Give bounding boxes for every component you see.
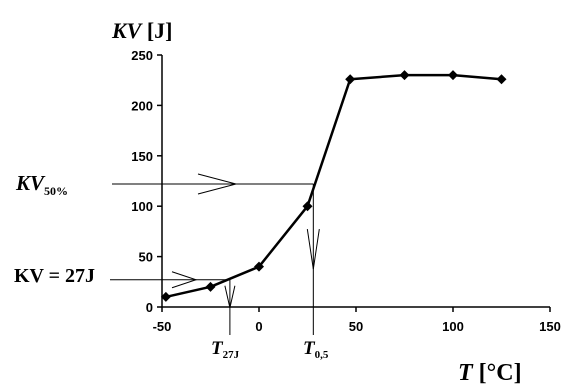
y-tick-label: 0	[146, 300, 153, 315]
y-tick-label: 250	[131, 48, 153, 63]
x-tick-label: -50	[153, 319, 172, 334]
kv27-annotation: KV = 27J	[14, 265, 230, 289]
kv50-arrow-head	[197, 173, 238, 195]
y-tick-label: 150	[131, 149, 153, 164]
t27-arrow-head	[224, 285, 236, 308]
series-line	[165, 73, 502, 299]
x-axis-title: T [°C]	[458, 360, 522, 386]
t27-label: T27J	[211, 338, 240, 361]
data-point	[254, 261, 264, 272]
x-ticks: -50 0 50 100 150	[153, 307, 561, 334]
series-markers	[160, 70, 507, 302]
y-ticks: 0 50 100 150 200 250	[131, 48, 162, 315]
y-axis-title: KV [J]	[111, 18, 173, 43]
t05-arrow-head	[306, 228, 320, 270]
data-point	[448, 70, 458, 81]
data-point	[302, 201, 313, 212]
y-tick-label: 50	[139, 250, 153, 265]
y-tick-label: 200	[131, 98, 153, 113]
data-point	[399, 70, 410, 81]
t05-label: T0,5	[303, 338, 329, 361]
data-point	[205, 281, 216, 292]
x-tick-label: 0	[255, 319, 262, 334]
x-tick-label: 150	[539, 319, 561, 334]
x-tick-label: 100	[442, 319, 464, 334]
data-point	[496, 74, 507, 85]
kv50-annotation: KV50%	[15, 171, 314, 198]
x-tick-label: 50	[349, 319, 363, 334]
kv50-label: KV50%	[15, 171, 68, 198]
data-point	[160, 291, 171, 302]
y-tick-label: 100	[131, 199, 153, 214]
kv27-label: KV = 27J	[14, 265, 95, 287]
data-point	[345, 74, 356, 85]
kv27-arrow-head	[171, 271, 198, 289]
